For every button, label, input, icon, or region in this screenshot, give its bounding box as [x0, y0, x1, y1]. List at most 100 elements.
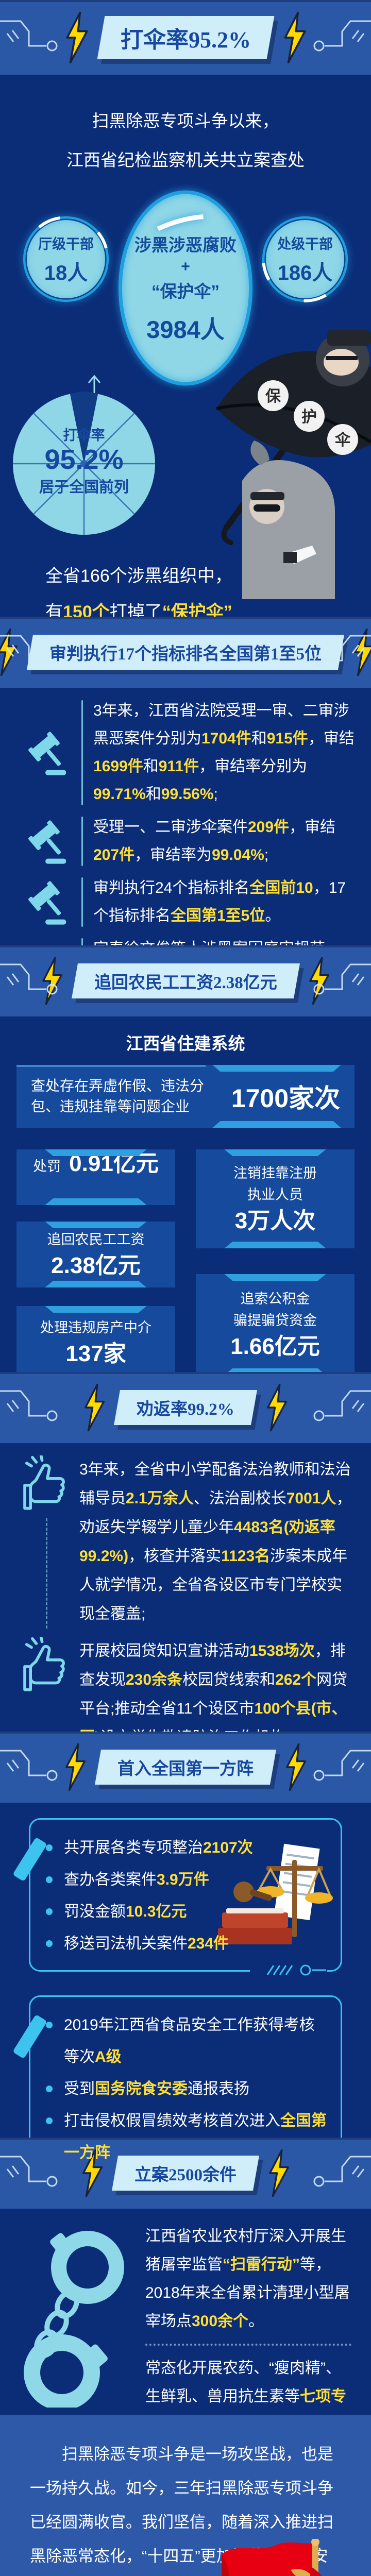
section-trial-stats: 3年来，江西省法院受理一审、二审涉黑恶案件分别为1704件和915件，审结169… — [0, 688, 371, 1015]
section-title: 审判执行17个指标排名全国第1至5位 — [49, 645, 322, 664]
stat-label: 追回农民工工资 — [47, 1232, 145, 1247]
stat-circles: 厅级干部 18人 涉黑涉恶腐败 + “保护伞” 3984人 处级干部 186人 — [0, 190, 371, 397]
circuit-decoration-right-icon — [313, 963, 371, 995]
education-stat-text: 3年来，全省中小学配备法治教师和法治辅导员2.1万余人、法治副校长7001人，劝… — [79, 1461, 352, 1622]
stat-label: 处级干部 — [277, 236, 333, 252]
lightning-icon — [65, 1743, 86, 1791]
section-header-wages-recovered: 追回农民工工资2.38亿元 — [0, 945, 371, 1016]
bullet-list: 共开展各类专项整治2107次 查办各类案件3.9万件 罚没金额10.3亿元 移送… — [46, 1832, 267, 1960]
lightning-icon — [42, 957, 62, 1005]
box-accent — [45, 1149, 147, 1156]
section-title: 首入全国第一方阵 — [117, 1760, 254, 1778]
section-banner: 追回农民工工资2.38亿元 — [71, 963, 300, 998]
stat-box-fund-recovered: 追索公积金 骗提骗贷资金 1.66亿元 — [196, 1274, 355, 1375]
list-item: 3年来，全省中小学配备法治教师和法治辅导员2.1万余人、法治副校长7001人，劝… — [13, 1455, 358, 1629]
list-item: 查办各类案件3.9万件 — [46, 1864, 267, 1896]
box-accent — [45, 1306, 147, 1313]
stat-label: 涉黑涉恶腐败 — [134, 235, 237, 255]
scales-and-books-illustration — [218, 1843, 333, 1944]
stat-label: 厅级干部 — [38, 236, 94, 252]
glow-ring — [262, 216, 348, 302]
stat-column-right: 注销挂靠注册 执业人员 3万人次 追索公积金 骗提骗贷资金 1.66亿元 — [196, 1149, 355, 1379]
enforcement-stat-text: 共开展各类专项整治2107次 — [64, 1839, 253, 1856]
list-item: 受理一、二审涉伞案件209件，审结207件，审结率为99.04%; — [15, 814, 356, 869]
svg-text:伞: 伞 — [334, 431, 351, 449]
handcuffs-icon — [6, 2222, 145, 2415]
bullet-dot-icon — [46, 1908, 53, 1915]
divider — [81, 817, 83, 866]
enforcement-stat-text: 移送司法机关案件234件 — [64, 1935, 229, 1952]
lightning-icon — [284, 11, 306, 63]
stat-value: 3984人 — [146, 315, 225, 343]
box-accent — [45, 1198, 147, 1205]
stat-box-penalty: 处罚 0.91亿元 — [16, 1149, 175, 1205]
bullet-dot-icon — [46, 1844, 53, 1851]
stat-circle-total-cases: 涉黑涉恶腐败 + “保护伞” 3984人 — [114, 190, 257, 386]
section-header-trial-ranking: 审判执行17个指标排名全国第1至5位 — [0, 617, 371, 688]
stat-label: 执业人员 — [247, 1187, 303, 1202]
box-accent — [224, 1242, 326, 1248]
education-stat-text: 开展校园贷知识宣讲活动1538场次，排查发现230余条校园贷线索和262个网贷平… — [79, 1642, 348, 1746]
stat-label: 注销挂靠注册 — [233, 1165, 317, 1181]
lightning-icon — [309, 957, 330, 1005]
stat-label: 查处存在弄虚作假、违法分包、违规挂靠等问题企业 — [31, 1078, 205, 1114]
stat-value: 1.66亿元 — [230, 1334, 320, 1359]
thumbs-up-icon — [23, 1455, 65, 1510]
svg-text:护: 护 — [301, 409, 317, 426]
umbrella-caption: 打伞率 95.2% 居于全国前列 — [9, 424, 159, 497]
circuit-decoration-right-icon — [313, 20, 371, 51]
stat-circle-department-cadres: 厅级干部 18人 — [23, 216, 109, 302]
stat-value: 18人 — [44, 261, 88, 284]
box-accent — [212, 1121, 341, 1128]
agriculture-stat-text: 江西省农业农村厅深入开展生猪屠宰监管“扫雷行动”等，2018年来全省累计清理小型… — [145, 2228, 350, 2330]
section-header-umbrella-rate: 打伞率95.2% — [0, 0, 371, 75]
circuit-decoration-right-icon — [313, 635, 371, 666]
food-safety-stat-text: 2019年江西省食品安全工作获得考核等次A级 — [64, 2016, 315, 2065]
section-banner: 劝返率99.2% — [114, 1390, 257, 1425]
trial-stat-text: 3年来，江西省法院受理一审、二审涉黑恶案件分别为1704件和915件，审结169… — [93, 702, 355, 803]
stat-value: 137家 — [65, 1341, 126, 1366]
lightning-icon — [66, 11, 88, 63]
stat-circle-division-cadres: 处级干部 186人 — [262, 216, 348, 302]
list-item: 3年来，江西省法院受理一审、二审涉黑恶案件分别为1704件和915件，审结169… — [15, 697, 356, 808]
dashed-divider — [45, 1518, 47, 1629]
list-item: 受到国务院食安委通报表扬 — [46, 2073, 327, 2105]
section-header-cases-filed: 立案2500余件 — [0, 2138, 371, 2209]
lightning-icon — [269, 2149, 289, 2197]
list-item: 2019年江西省食品安全工作获得考核等次A级 — [46, 2009, 327, 2073]
bullet-dot-icon — [46, 2117, 53, 2124]
bullet-dot-icon — [46, 1940, 53, 1947]
bullet-dot-icon — [46, 2022, 53, 2028]
list-item: 审判执行24个指标排名全国前10，17个指标排名全国第1至5位。 — [15, 874, 356, 930]
circuit-decoration-left-icon — [0, 1390, 58, 1421]
umbrella-rate-label: 打伞率 — [63, 428, 105, 443]
box-accent — [212, 1065, 341, 1072]
section-header-first-tier: 首入全国第一方阵 — [0, 1732, 371, 1803]
stat-label: 处理违规房产中介 — [40, 1320, 151, 1335]
section-education-stats: 3年来，全省中小学配备法治教师和法治辅导员2.1万余人、法治副校长7001人，劝… — [0, 1443, 371, 1746]
section-title: 劝返率99.2% — [137, 1400, 234, 1419]
box-accent — [224, 1274, 326, 1281]
intro-text: 扫黑除恶专项斗争以来， 江西省纪检监察机关共立案查处 — [0, 101, 371, 180]
intro-line-2: 江西省纪检监察机关共立案查处 — [66, 150, 305, 170]
umbrella-illustration: 打伞率 95.2% 居于全国前列 — [9, 368, 159, 554]
red-flag-illustration — [222, 2539, 322, 2576]
box-edge — [16, 1065, 206, 1067]
gavel-icon — [15, 697, 77, 808]
stat-box-deregistered-personnel: 注销挂靠注册 执业人员 3万人次 — [196, 1149, 355, 1248]
section-umbrella-rate: 扫黑除恶专项斗争以来， 江西省纪检监察机关共立案查处 厅级干部 18人 涉黑涉恶… — [0, 101, 371, 622]
note-line-1: 全省166个涉黑组织中， — [45, 566, 232, 586]
circuit-decoration-left-icon — [0, 20, 58, 51]
icon-column — [13, 1637, 79, 1752]
food-safety-stat-text: 打击侵权假冒绩效考核首次进入全国第一方阵 — [64, 2112, 327, 2161]
umbrella-rate-rank: 居于全国前列 — [39, 479, 129, 496]
stat-box-problem-companies: 查处存在弄虚作假、违法分包、违规挂靠等问题企业 1700家次 — [16, 1065, 355, 1128]
section-banner: 打伞率95.2% — [97, 15, 274, 59]
lightning-icon — [354, 628, 371, 676]
plus-sign: + — [181, 258, 190, 275]
trial-stat-text: 审判执行24个指标排名全国前10，17个指标排名全国第1至5位。 — [93, 879, 346, 924]
stat-label: 骗提骗贷资金 — [233, 1313, 317, 1328]
corner-decoration-icon — [250, 1963, 327, 1977]
stat-label: “保护伞” — [151, 281, 220, 301]
box-accent — [224, 1149, 326, 1156]
